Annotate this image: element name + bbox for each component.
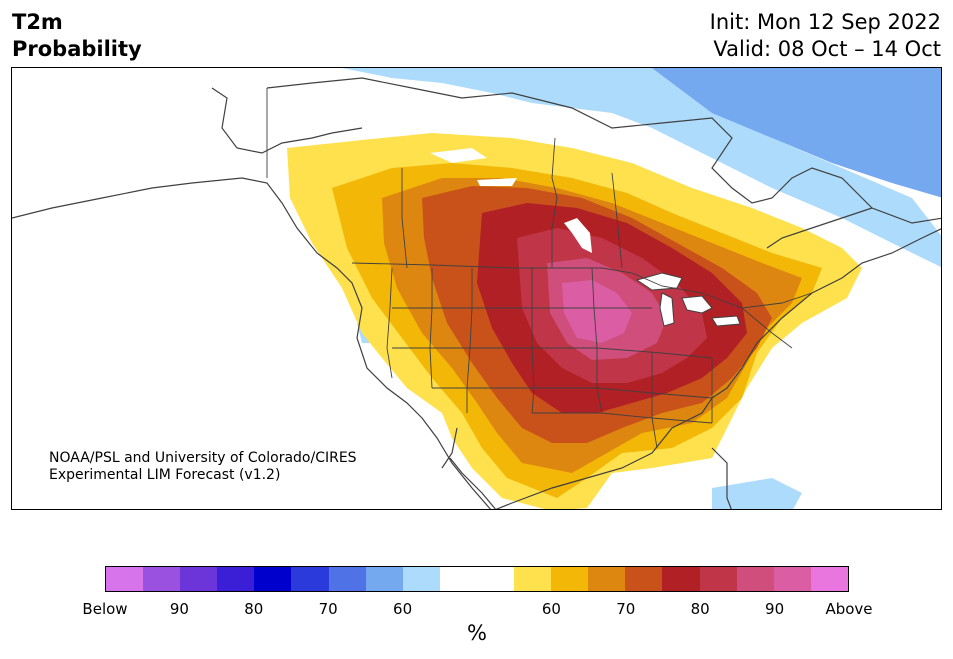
colorbar-segment: [254, 567, 292, 591]
title-line-2: Probability: [12, 37, 142, 61]
map-canvas: [12, 68, 941, 509]
below-area-medium-north: [652, 68, 941, 198]
colorbar-segment: [736, 567, 774, 591]
colorbar-tick-label: 80: [690, 600, 710, 618]
colorbar-tick-label: Above: [825, 600, 873, 618]
colorbar-units: %: [467, 621, 487, 645]
credit-line-2: Experimental LIM Forecast (v1.2): [49, 467, 281, 483]
colorbar-tick-label: 60: [393, 600, 413, 618]
colorbar-segment: [180, 567, 218, 591]
valid-range: Valid: 08 Oct – 14 Oct: [713, 37, 941, 61]
colorbar-segment: [439, 567, 477, 591]
colorbar-tick-label: Below: [82, 600, 128, 618]
map-title: T2m Probability: [12, 9, 142, 63]
colorbar-segment: [588, 567, 626, 591]
colorbar-segment: [514, 567, 552, 591]
colorbar-tick-label: 80: [244, 600, 264, 618]
colorbar-segment: [365, 567, 403, 591]
forecast-dates: Init: Mon 12 Sep 2022 Valid: 08 Oct – 14…: [710, 9, 941, 63]
above-contour-90: [562, 280, 632, 343]
colorbar-segment: [773, 567, 811, 591]
colorbar-tick-label: 90: [765, 600, 785, 618]
colorbar-segment: [662, 567, 700, 591]
colorbar-segment: [143, 567, 181, 591]
colorbar-segment: [551, 567, 589, 591]
coastlines: [12, 77, 941, 509]
colorbar-segment: [699, 567, 737, 591]
colorbar-segment: [402, 567, 440, 591]
great-slave-lake: [430, 148, 487, 163]
colorbar-segment: [328, 567, 366, 591]
colorbar-tick-label: 70: [318, 600, 338, 618]
colorbar-segment: [106, 567, 144, 591]
below-area-light-north: [342, 68, 941, 268]
colorbar-segment: [217, 567, 255, 591]
colorbar-segment: [291, 567, 329, 591]
lake-winnipeg: [564, 218, 592, 253]
below-area-light-atlantic: [712, 478, 802, 509]
title-line-1: T2m: [12, 10, 63, 34]
init-date: Init: Mon 12 Sep 2022: [709, 10, 941, 34]
colorbar-tick-label: 60: [541, 600, 561, 618]
colorbar-segment: [476, 567, 515, 591]
credit-text: NOAA/PSL and University of Colorado/CIRE…: [49, 450, 357, 484]
colorbar-tick-label: 70: [616, 600, 636, 618]
probability-map: [11, 67, 942, 510]
lake-athabasca: [477, 178, 517, 186]
colorbar: [105, 566, 849, 592]
credit-line-1: NOAA/PSL and University of Colorado/CIRE…: [49, 450, 357, 466]
political-borders: [266, 88, 813, 449]
colorbar-segment: [625, 567, 663, 591]
colorbar-tick-label: 90: [169, 600, 189, 618]
colorbar-segment: [810, 567, 848, 591]
